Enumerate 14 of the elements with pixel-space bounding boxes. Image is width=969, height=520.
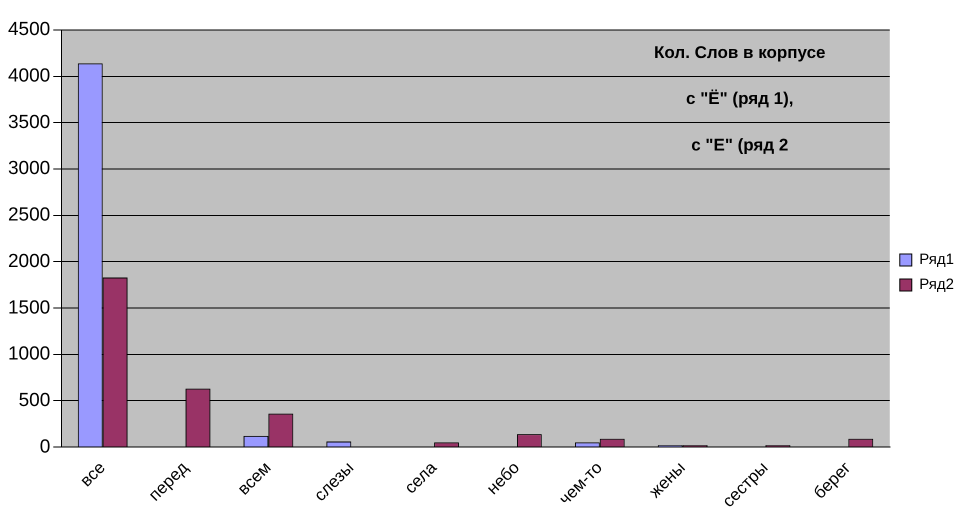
y-tick-label: 0: [40, 436, 50, 458]
y-tick-label: 4500: [8, 19, 50, 40]
y-tick-label: 500: [18, 390, 50, 411]
y-tick-label: 2000: [8, 250, 50, 272]
x-tick-label: все: [76, 458, 109, 490]
y-tick-label: 2500: [8, 204, 50, 226]
y-tick-label: 4000: [8, 66, 50, 87]
chart-title: Кол. Слов в корпусе с "Ё" (ряд 1), с "Е" (ряд 2: [654, 42, 826, 155]
y-tick-label: 3500: [8, 112, 50, 133]
y-tick-label: 3000: [8, 158, 50, 180]
legend-label: Ряд2: [919, 276, 954, 294]
y-tick-label: 1500: [8, 297, 50, 318]
y-tick-label: 1000: [8, 344, 50, 365]
legend-label: Ряд1: [919, 251, 954, 268]
